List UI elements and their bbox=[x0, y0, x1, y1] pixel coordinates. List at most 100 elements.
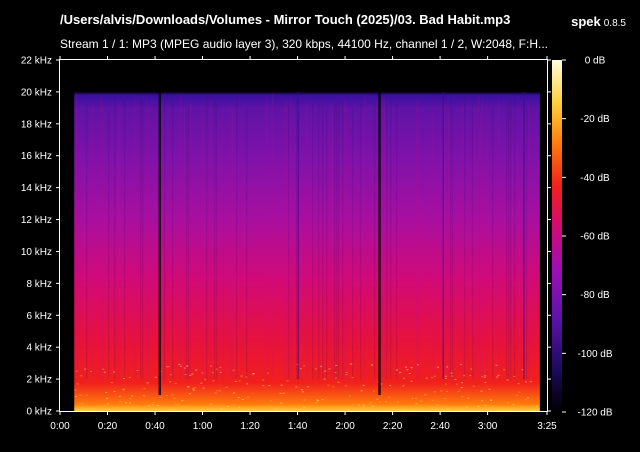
bass-speckle bbox=[110, 382, 113, 384]
bass-speckle bbox=[415, 403, 418, 405]
bass-speckle bbox=[282, 392, 285, 394]
bass-speckle bbox=[146, 382, 149, 384]
quiet-dropout bbox=[523, 91, 525, 380]
bass-speckle bbox=[360, 407, 363, 409]
bass-speckle bbox=[389, 384, 392, 386]
texture-streak bbox=[480, 111, 482, 380]
db-tick-label: 0 dB bbox=[585, 56, 606, 67]
silence-gap bbox=[378, 91, 381, 396]
bass-speckle bbox=[444, 383, 447, 385]
silence-gaps bbox=[158, 91, 525, 396]
bass-speckle bbox=[105, 397, 108, 399]
texture-streak bbox=[216, 103, 218, 380]
bass-speckle bbox=[403, 410, 406, 412]
bass-speckle bbox=[411, 397, 414, 399]
bass-speckle bbox=[463, 375, 466, 377]
texture-streak bbox=[432, 108, 434, 380]
texture-streak bbox=[508, 100, 510, 380]
bass-speckle bbox=[520, 406, 523, 408]
bass-speckle bbox=[234, 380, 237, 382]
bass-speckle bbox=[503, 369, 506, 371]
bass-speckle bbox=[316, 399, 319, 401]
db-tick-label: -40 dB bbox=[580, 173, 610, 184]
bass-speckle bbox=[103, 371, 106, 373]
y-tick-label: 6 kHz bbox=[26, 311, 52, 322]
bass-speckle bbox=[131, 395, 134, 397]
bass-speckle bbox=[269, 400, 272, 402]
bass-speckle bbox=[431, 399, 434, 401]
texture-streak bbox=[222, 109, 224, 380]
bass-speckle bbox=[497, 374, 500, 376]
texture-streak bbox=[332, 107, 334, 380]
bass-speckle bbox=[189, 374, 192, 376]
y-tick-label: 18 kHz bbox=[21, 119, 52, 130]
texture-streak bbox=[124, 100, 126, 380]
bass-speckle bbox=[210, 403, 213, 405]
bass-speckle bbox=[513, 375, 516, 377]
bass-speckle bbox=[436, 404, 439, 406]
bass-speckle bbox=[246, 396, 249, 398]
texture-streak bbox=[266, 94, 268, 380]
bass-speckle bbox=[396, 401, 399, 403]
bass-speckle bbox=[320, 365, 323, 367]
bass-speckle bbox=[216, 390, 219, 392]
db-tick-label: -60 dB bbox=[580, 232, 610, 243]
bass-speckle bbox=[324, 370, 327, 372]
bass-speckle bbox=[167, 366, 170, 368]
bass-speckle bbox=[430, 406, 433, 408]
bass-speckle bbox=[321, 399, 324, 401]
texture-streak bbox=[214, 101, 216, 380]
bass-speckle bbox=[404, 366, 407, 368]
bass-speckle bbox=[431, 377, 434, 379]
texture-streak bbox=[76, 94, 78, 380]
bass-speckle bbox=[184, 373, 187, 375]
y-tick-label: 14 kHz bbox=[21, 183, 52, 194]
bass-speckle bbox=[472, 385, 475, 387]
texture-streak bbox=[288, 106, 290, 380]
texture-streak bbox=[478, 94, 480, 380]
bass-speckle bbox=[242, 399, 245, 401]
bass-speckle bbox=[129, 402, 132, 404]
bass-speckle bbox=[433, 375, 436, 377]
bass-speckle bbox=[202, 387, 205, 389]
bass-speckle bbox=[171, 394, 174, 396]
texture-streak bbox=[232, 109, 234, 380]
bass-speckle bbox=[512, 403, 515, 405]
bass-speckle bbox=[159, 396, 162, 398]
bass-speckle bbox=[461, 382, 464, 384]
bass-speckle bbox=[334, 371, 337, 373]
bass-speckle bbox=[193, 387, 196, 389]
bass-speckle bbox=[125, 402, 128, 404]
bass-speckle bbox=[304, 409, 307, 411]
bass-speckle bbox=[122, 389, 125, 391]
bass-speckle bbox=[334, 377, 337, 379]
bass-speckle bbox=[495, 364, 498, 366]
bass-speckle bbox=[362, 406, 365, 408]
texture-streak bbox=[336, 104, 338, 380]
quiet-dropout bbox=[297, 91, 300, 380]
bass-speckle bbox=[200, 382, 203, 384]
bass-speckle bbox=[301, 391, 304, 393]
texture-streak bbox=[210, 100, 212, 380]
bass-speckle bbox=[371, 405, 374, 407]
bass-speckle bbox=[204, 379, 207, 381]
texture-streak bbox=[390, 95, 392, 380]
bass-speckle bbox=[194, 369, 197, 371]
silence-gap bbox=[158, 91, 161, 396]
bass-speckle bbox=[210, 365, 213, 367]
bass-speckle bbox=[280, 402, 283, 404]
bass-speckle bbox=[192, 389, 195, 391]
bass-speckle bbox=[118, 395, 121, 397]
bass-speckle bbox=[129, 398, 132, 400]
bass-speckle bbox=[414, 397, 417, 399]
db-tick-label: -100 dB bbox=[577, 349, 612, 360]
bass-speckle bbox=[192, 388, 195, 390]
texture-streak bbox=[172, 100, 174, 380]
texture-streak bbox=[452, 107, 454, 380]
bass-speckle bbox=[214, 407, 217, 409]
texture-streak bbox=[462, 103, 464, 380]
x-tick-label: 0:00 bbox=[50, 421, 70, 432]
bass-speckle bbox=[461, 396, 464, 398]
bass-speckle bbox=[521, 369, 524, 371]
bass-speckle bbox=[502, 406, 505, 408]
